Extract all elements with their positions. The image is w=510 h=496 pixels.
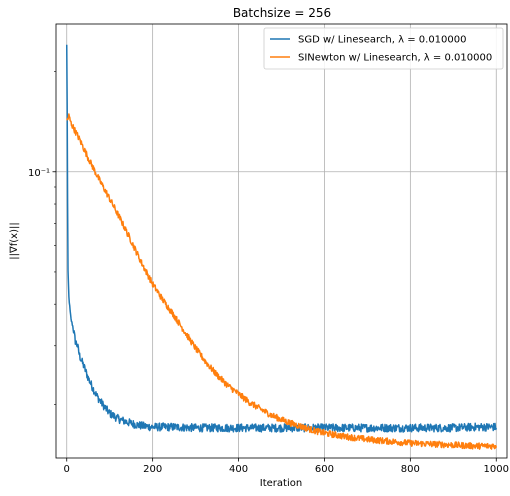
legend-label: SGD w/ Linesearch, λ = 0.010000	[298, 35, 467, 46]
legend-box	[263, 27, 504, 70]
chart-title: Batchsize = 256	[233, 6, 331, 20]
x-tick-label: 1000	[484, 464, 509, 475]
x-tick-label: 400	[229, 464, 248, 475]
plot-frame	[55, 23, 508, 459]
x-axis: 0 200 400 600 800 1000	[64, 458, 509, 475]
x-tick-label: 200	[143, 464, 162, 475]
y-axis: 10⁻¹	[28, 71, 56, 405]
legend-label: SINewton w/ Linesearch, λ = 0.010000	[298, 53, 492, 64]
grid	[56, 24, 507, 458]
legend: SGD w/ Linesearch, λ = 0.010000 SINewton …	[263, 27, 504, 70]
x-axis-label: Iteration	[260, 478, 302, 489]
series-line-1	[65, 44, 497, 433]
y-tick-label: 10⁻¹	[28, 168, 50, 179]
x-tick-label: 800	[401, 464, 420, 475]
x-tick-label: 600	[315, 464, 334, 475]
y-axis-label: ||∇f(x)||	[9, 222, 20, 259]
series-layer	[65, 44, 497, 450]
series-line-2	[66, 113, 497, 450]
x-tick-label: 0	[64, 464, 70, 475]
